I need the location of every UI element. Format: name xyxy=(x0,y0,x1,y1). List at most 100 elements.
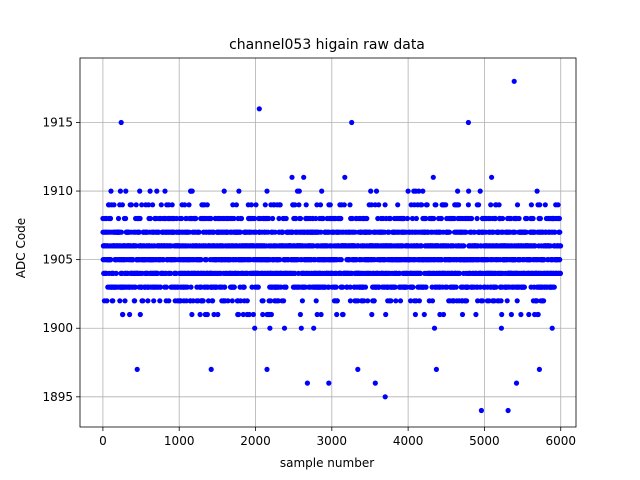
data-point xyxy=(136,229,142,235)
data-point xyxy=(423,284,429,290)
data-point-outlier xyxy=(118,119,124,126)
data-point xyxy=(119,202,125,208)
data-point xyxy=(250,311,256,318)
data-point xyxy=(475,298,481,304)
data-point xyxy=(210,298,216,304)
x-tick-label: 2000 xyxy=(240,434,271,448)
data-point xyxy=(162,188,168,194)
data-point xyxy=(122,298,128,304)
data-point xyxy=(421,311,427,318)
data-point xyxy=(169,202,175,208)
data-point xyxy=(246,311,252,318)
data-point xyxy=(158,202,164,208)
data-point-outlier xyxy=(349,119,355,126)
points-layer xyxy=(100,78,564,414)
data-point xyxy=(110,298,116,304)
data-point xyxy=(397,298,404,304)
data-point xyxy=(145,298,151,304)
data-point xyxy=(127,311,133,318)
data-point xyxy=(416,188,422,194)
data-point xyxy=(140,298,146,304)
y-tick-label: 1910 xyxy=(42,184,73,198)
data-point xyxy=(465,202,471,208)
data-point xyxy=(166,298,172,304)
data-point xyxy=(498,325,504,331)
data-point xyxy=(368,202,375,208)
data-point xyxy=(296,188,302,194)
data-point xyxy=(222,284,228,290)
data-point xyxy=(555,202,561,208)
data-point xyxy=(489,174,495,180)
data-point-outlier xyxy=(433,366,439,372)
data-point xyxy=(168,270,174,276)
data-point xyxy=(542,202,548,208)
data-point xyxy=(347,284,353,290)
data-point xyxy=(211,311,217,318)
data-point xyxy=(241,284,247,290)
data-point xyxy=(537,215,544,222)
data-point xyxy=(301,174,307,180)
data-point-outlier xyxy=(478,407,484,414)
data-point xyxy=(297,311,303,318)
data-point xyxy=(231,284,237,290)
data-point xyxy=(383,311,389,318)
data-point xyxy=(518,311,524,318)
data-point xyxy=(276,215,282,222)
data-point xyxy=(233,202,239,208)
chart-title: channel053 higain raw data xyxy=(229,37,425,53)
data-point xyxy=(292,202,298,208)
data-point-outlier xyxy=(256,106,262,112)
grid-layer xyxy=(80,58,576,427)
data-point xyxy=(145,202,152,208)
data-point xyxy=(552,229,558,235)
data-point xyxy=(459,311,466,318)
data-point xyxy=(203,257,209,263)
data-point xyxy=(514,202,521,208)
data-point xyxy=(557,229,563,235)
y-tick-label: 1915 xyxy=(42,115,73,129)
data-point xyxy=(318,311,324,318)
data-point xyxy=(551,284,557,290)
data-point xyxy=(557,257,563,263)
data-point-outlier xyxy=(208,366,214,372)
data-point xyxy=(248,202,254,208)
data-point xyxy=(237,229,243,235)
x-tick-label: 4000 xyxy=(393,434,424,448)
data-point xyxy=(123,188,129,194)
data-point xyxy=(418,243,424,249)
data-point xyxy=(318,229,324,235)
data-point xyxy=(115,215,122,222)
data-point xyxy=(154,188,160,194)
data-point xyxy=(438,215,444,222)
data-point xyxy=(541,298,547,304)
data-point xyxy=(433,202,439,208)
data-point xyxy=(240,311,246,318)
data-point xyxy=(130,257,136,263)
data-point xyxy=(196,229,202,235)
data-point xyxy=(404,215,411,222)
data-point xyxy=(500,215,506,222)
data-point xyxy=(186,202,192,208)
data-point xyxy=(253,202,259,208)
data-point xyxy=(204,311,210,318)
data-point xyxy=(340,284,346,290)
data-point xyxy=(123,215,129,222)
data-point xyxy=(347,298,353,304)
data-point xyxy=(189,311,195,318)
data-point xyxy=(365,298,371,304)
data-point xyxy=(516,215,522,222)
data-point xyxy=(456,202,462,208)
data-point xyxy=(314,311,320,318)
data-point xyxy=(133,202,139,208)
data-point-outlier xyxy=(304,380,310,386)
data-point xyxy=(443,202,449,208)
data-point xyxy=(347,202,353,208)
data-point xyxy=(388,298,394,304)
data-point xyxy=(252,215,258,222)
x-tick-label: 1000 xyxy=(164,434,195,448)
data-point xyxy=(393,298,399,304)
data-point xyxy=(333,284,339,290)
y-tick-label: 1895 xyxy=(42,390,73,404)
data-point xyxy=(430,174,436,180)
data-point xyxy=(530,215,536,222)
